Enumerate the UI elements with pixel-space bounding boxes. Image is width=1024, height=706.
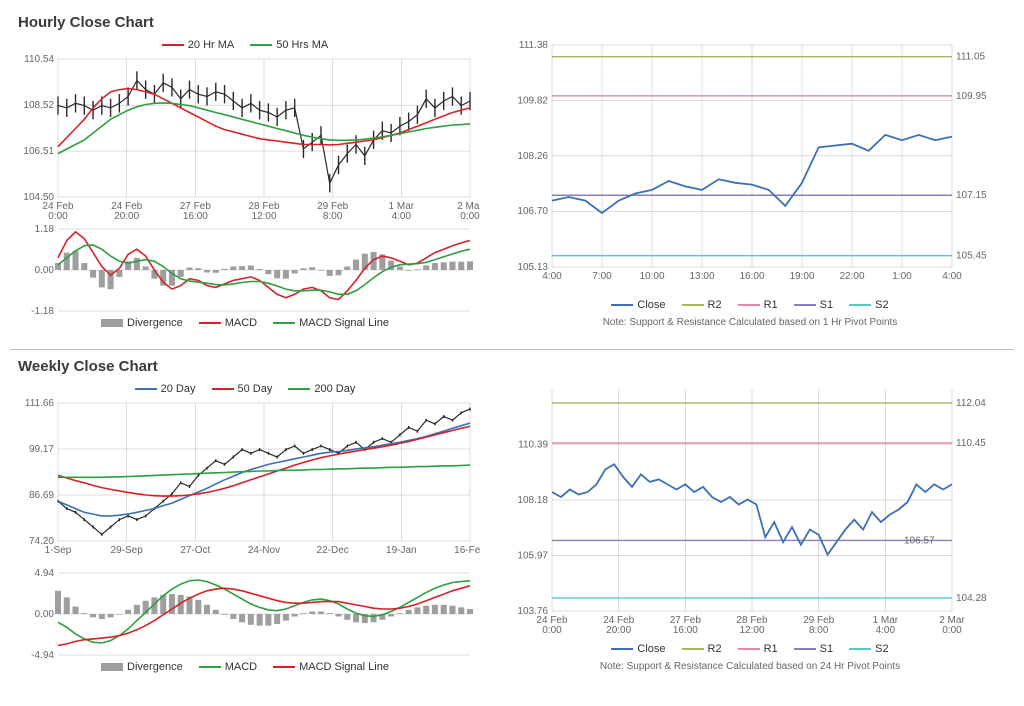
svg-text:112.04: 112.04 <box>956 398 986 409</box>
svg-text:0:00: 0:00 <box>460 211 480 222</box>
svg-text:0:00: 0:00 <box>48 211 68 222</box>
svg-text:110.54: 110.54 <box>24 55 54 65</box>
legend-item: R2 <box>682 299 722 311</box>
hourly-sr-legend: Close R2 R1 S1 S2 <box>500 299 1000 311</box>
svg-text:110.39: 110.39 <box>518 440 548 451</box>
hourly-sr-chart: 105.13106.70108.26109.82111.384:007:0010… <box>500 37 1000 297</box>
svg-text:0.00: 0.00 <box>35 265 55 276</box>
svg-text:107.15: 107.15 <box>956 190 987 201</box>
svg-text:108.26: 108.26 <box>517 151 548 162</box>
svg-text:20:00: 20:00 <box>606 625 631 636</box>
svg-text:8:00: 8:00 <box>323 211 343 222</box>
legend-item: Divergence <box>101 661 183 673</box>
svg-text:29-Sep: 29-Sep <box>111 545 144 556</box>
legend-item: R1 <box>738 643 778 655</box>
svg-text:109.95: 109.95 <box>956 91 987 102</box>
legend-item: 50 Hrs MA <box>250 39 328 51</box>
weekly-macd-chart: -4.94 0.00 4.94 <box>10 569 480 659</box>
svg-text:0.00: 0.00 <box>35 609 55 620</box>
svg-text:19-Jan: 19-Jan <box>386 545 417 556</box>
svg-text:106.70: 106.70 <box>517 206 548 217</box>
weekly-title: Weekly Close Chart <box>18 358 1014 375</box>
hourly-macd-legend: Divergence MACD MACD Signal Line <box>10 317 480 329</box>
weekly-main-chart: 74.2086.6999.17111.661-Sep29-Sep27-Oct24… <box>10 399 480 569</box>
weekly-main-legend: 20 Day 50 Day 200 Day <box>10 383 480 395</box>
svg-text:0:00: 0:00 <box>542 625 562 636</box>
legend-item: 20 Hr MA <box>162 39 234 51</box>
legend-item: MACD <box>199 317 257 329</box>
legend-item: R1 <box>738 299 778 311</box>
svg-text:111.38: 111.38 <box>519 40 549 51</box>
svg-text:86.69: 86.69 <box>29 490 54 501</box>
svg-text:-1.18: -1.18 <box>31 306 54 315</box>
svg-text:22:00: 22:00 <box>839 271 864 282</box>
legend-item: Close <box>611 643 665 655</box>
svg-text:110.45: 110.45 <box>956 438 986 449</box>
legend-item: MACD <box>199 661 257 673</box>
svg-text:22-Dec: 22-Dec <box>317 545 349 556</box>
svg-text:108.52: 108.52 <box>23 100 54 111</box>
svg-text:27-Oct: 27-Oct <box>180 545 210 556</box>
svg-text:99.17: 99.17 <box>29 444 54 455</box>
svg-text:106.51: 106.51 <box>23 146 54 157</box>
svg-text:4:00: 4:00 <box>942 271 962 282</box>
legend-item: MACD Signal Line <box>273 661 389 673</box>
svg-text:10:00: 10:00 <box>639 271 664 282</box>
svg-text:4:00: 4:00 <box>542 271 562 282</box>
legend-item: R2 <box>682 643 722 655</box>
legend-item: 20 Day <box>135 383 196 395</box>
svg-text:19:00: 19:00 <box>789 271 814 282</box>
svg-text:-4.94: -4.94 <box>31 650 54 659</box>
svg-text:16:00: 16:00 <box>739 271 764 282</box>
svg-text:4:00: 4:00 <box>876 625 896 636</box>
hourly-macd-chart: -1.18 0.00 1.18 <box>10 225 480 315</box>
svg-text:13:00: 13:00 <box>689 271 714 282</box>
svg-text:111.05: 111.05 <box>956 52 986 63</box>
weekly-sr-legend: Close R2 R1 S1 S2 <box>500 643 1000 655</box>
weekly-sr-note: Note: Support & Resistance Calculated ba… <box>500 661 1000 672</box>
hourly-main-chart: 104.50106.51108.52110.5424 Feb0:0024 Feb… <box>10 55 480 225</box>
svg-text:20:00: 20:00 <box>114 211 139 222</box>
svg-text:109.82: 109.82 <box>517 95 548 106</box>
svg-text:105.97: 105.97 <box>517 551 548 562</box>
svg-text:24-Nov: 24-Nov <box>248 545 280 556</box>
svg-text:4:00: 4:00 <box>392 211 412 222</box>
legend-item: S1 <box>794 643 833 655</box>
svg-text:7:00: 7:00 <box>592 271 612 282</box>
svg-text:12:00: 12:00 <box>251 211 276 222</box>
hourly-sr-note: Note: Support & Resistance Calculated ba… <box>500 317 1000 328</box>
legend-item: 200 Day <box>288 383 355 395</box>
weekly-macd-legend: Divergence MACD MACD Signal Line <box>10 661 480 673</box>
svg-text:0:00: 0:00 <box>942 625 962 636</box>
svg-text:16-Feb: 16-Feb <box>454 545 480 556</box>
hourly-main-legend: 20 Hr MA 50 Hrs MA <box>10 39 480 51</box>
svg-text:105.45: 105.45 <box>956 251 987 262</box>
svg-text:12:00: 12:00 <box>739 625 764 636</box>
legend-item: 50 Day <box>212 383 273 395</box>
svg-text:1:00: 1:00 <box>892 271 912 282</box>
legend-item: S1 <box>794 299 833 311</box>
svg-text:16:00: 16:00 <box>673 625 698 636</box>
svg-text:111.66: 111.66 <box>25 399 55 409</box>
legend-item: S2 <box>849 299 888 311</box>
weekly-sr-chart: 103.76105.97108.18110.3924 Feb0:0024 Feb… <box>500 381 1000 641</box>
weekly-section: Weekly Close Chart 20 Day50 Day200 Day 7… <box>10 358 1014 677</box>
legend-item: Close <box>611 299 665 311</box>
svg-text:104.28: 104.28 <box>956 593 987 604</box>
legend-item: Divergence <box>101 317 183 329</box>
hourly-section: Hourly Close Chart 20 Hr MA50 Hrs MA 104… <box>10 14 1014 333</box>
svg-text:4.94: 4.94 <box>35 569 55 579</box>
svg-text:1-Sep: 1-Sep <box>45 545 72 556</box>
legend-item: S2 <box>849 643 888 655</box>
svg-text:8:00: 8:00 <box>809 625 829 636</box>
hourly-title: Hourly Close Chart <box>18 14 1014 31</box>
svg-text:1.18: 1.18 <box>35 225 55 235</box>
svg-text:108.18: 108.18 <box>517 495 548 506</box>
legend-item: MACD Signal Line <box>273 317 389 329</box>
svg-text:16:00: 16:00 <box>183 211 208 222</box>
svg-text:106.57: 106.57 <box>904 535 935 546</box>
